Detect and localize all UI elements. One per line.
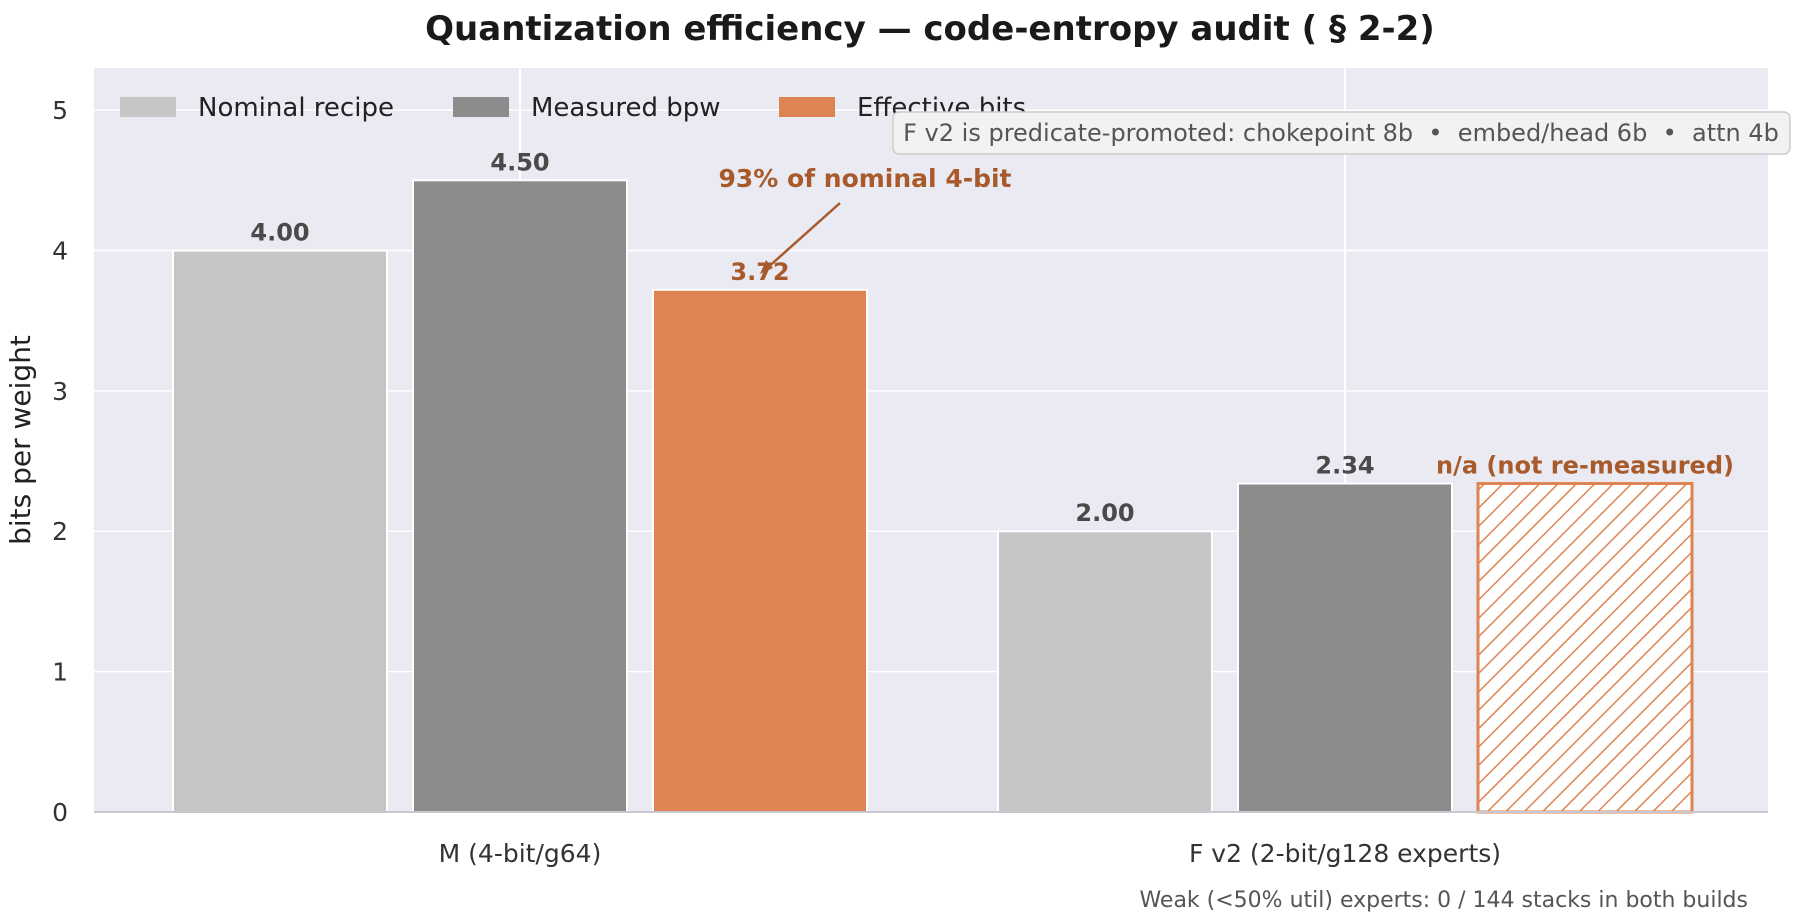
annotation-arrow-line [764, 202, 841, 271]
bar-nominal-recipe-1 [997, 530, 1213, 814]
bar-effective-bits-1 [1476, 482, 1694, 814]
y-tick-label: 2 [52, 517, 68, 546]
x-axis-ticks: M (4-bit/g64) F v2 (2-bit/g128 experts) [439, 839, 1501, 868]
legend-label: Measured bpw [531, 93, 721, 123]
legend-item-measured-bpw: Measured bpw [453, 93, 721, 123]
bar-measured-bpw-0 [412, 179, 628, 813]
value-label: 2.00 [1075, 499, 1134, 527]
footnote: Weak (<50% util) experts: 0 / 144 stacks… [1139, 888, 1748, 913]
value-label: 3.72 [730, 258, 789, 286]
legend-swatch [120, 97, 176, 117]
note-box: F v2 is predicate-promoted: chokepoint 8… [892, 111, 1791, 155]
annotation-arrow-head [760, 260, 773, 274]
value-label: 2.34 [1315, 452, 1374, 480]
value-label: 4.50 [490, 148, 549, 176]
y-axis-label: bits per weight [4, 335, 37, 545]
legend-swatch [779, 97, 835, 117]
note-box-text: F v2 is predicate-promoted: chokepoint 8… [903, 119, 1779, 147]
value-labels: 4.00 2.00 4.50 2.34 3.72 n/a (not re-measured… [250, 148, 1734, 527]
bar-measured-bpw-1 [1237, 482, 1453, 813]
y-tick-label: 3 [52, 377, 68, 406]
legend-label: Nominal recipe [198, 93, 394, 123]
y-tick-label: 4 [52, 236, 68, 265]
legend-swatch [453, 97, 509, 117]
bar-nominal-recipe-0 [172, 249, 388, 814]
value-label: 4.00 [250, 218, 309, 246]
y-tick-label: 1 [52, 658, 68, 687]
bar-effective-bits-0 [652, 288, 868, 814]
legend-item-nominal-recipe: Nominal recipe [120, 93, 394, 123]
y-axis-ticks: 0 1 2 3 4 5 [52, 96, 68, 827]
y-tick-label: 5 [52, 96, 68, 125]
y-tick-label: 0 [52, 798, 68, 827]
efficiency-annotation-text: 93% of nominal 4-bit [718, 164, 1011, 193]
x-tick-label: M (4-bit/g64) [439, 839, 602, 868]
legend: Nominal recipe Measured bpw Effective bits [120, 93, 1026, 123]
value-label: n/a (not re-measured) [1436, 452, 1734, 480]
chart-title: Quantization efficiency — code-entropy a… [425, 9, 1435, 49]
efficiency-annotation: 93% of nominal 4-bit [718, 164, 1012, 274]
x-tick-label: F v2 (2-bit/g128 experts) [1189, 839, 1501, 868]
